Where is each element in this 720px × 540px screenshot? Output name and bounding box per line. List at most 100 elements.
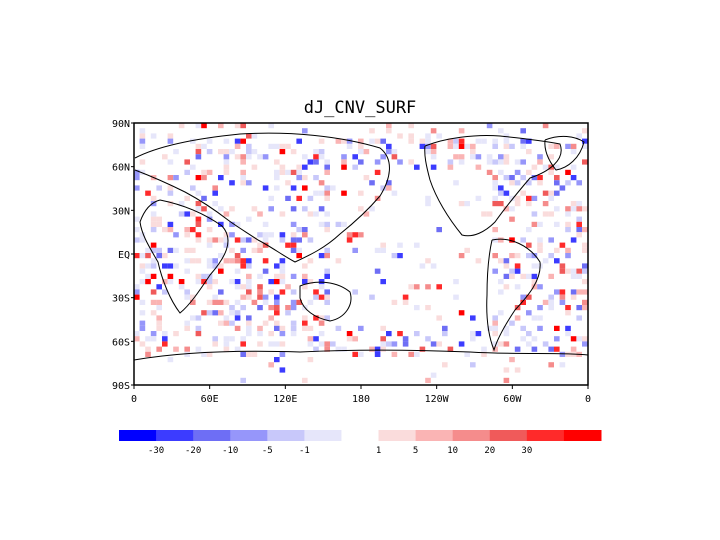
grid-cell: [173, 263, 179, 269]
grid-cell: [475, 154, 482, 160]
grid-cell: [509, 206, 515, 212]
grid-cell: [302, 315, 308, 321]
grid-cell: [526, 201, 532, 207]
data-cells: [134, 123, 588, 383]
grid-cell: [363, 211, 370, 217]
grid-cell: [268, 195, 274, 201]
grid-cell: [206, 351, 213, 357]
grid-cell: [296, 299, 302, 305]
grid-cell: [498, 258, 504, 264]
colorbar-label: -30: [148, 446, 164, 456]
grid-cell: [514, 284, 521, 290]
grid-cell: [352, 232, 358, 238]
grid-cell: [324, 227, 330, 233]
grid-cell: [430, 164, 437, 170]
grid-cell: [184, 325, 190, 331]
grid-cell: [554, 164, 560, 170]
grid-cell: [548, 143, 554, 149]
grid-cell: [279, 331, 286, 337]
grid-cell: [262, 185, 269, 191]
grid-cell: [324, 169, 330, 175]
grid-cell: [257, 247, 263, 253]
grid-cell: [503, 143, 510, 149]
grid-cell: [162, 336, 168, 342]
grid-cell: [290, 169, 297, 175]
grid-cell: [408, 138, 414, 144]
grid-cell: [565, 206, 571, 212]
grid-cell: [240, 351, 246, 357]
grid-cell: [341, 138, 347, 144]
grid-cell: [358, 351, 364, 357]
grid-cell: [582, 138, 588, 144]
grid-cell: [218, 149, 224, 155]
grid-cell: [274, 341, 280, 347]
grid-cell: [212, 258, 218, 264]
grid-cell: [150, 133, 157, 139]
grid-cell: [240, 123, 246, 129]
grid-cell: [458, 128, 465, 134]
grid-cell: [162, 289, 168, 295]
grid-cell: [257, 154, 263, 160]
grid-cell: [201, 310, 207, 316]
grid-cell: [150, 227, 157, 233]
grid-cell: [212, 294, 218, 300]
grid-cell: [162, 279, 168, 285]
grid-cell: [307, 195, 314, 201]
grid-cell: [134, 169, 140, 175]
grid-cell: [246, 351, 252, 357]
grid-cell: [565, 305, 571, 311]
grid-cell: [335, 346, 342, 352]
grid-cell: [313, 211, 319, 217]
grid-cell: [145, 273, 151, 279]
grid-cell: [576, 305, 582, 311]
grid-cell: [526, 294, 532, 300]
grid-cell: [257, 284, 263, 290]
grid-cell: [195, 279, 202, 285]
grid-cell: [290, 299, 297, 305]
grid-cell: [240, 180, 246, 186]
grid-cell: [184, 211, 190, 217]
grid-cell: [218, 320, 224, 326]
grid-cell: [240, 247, 246, 253]
grid-cell: [369, 138, 375, 144]
grid-cell: [240, 294, 246, 300]
grid-cell: [274, 279, 280, 285]
grid-cell: [531, 346, 538, 352]
grid-cell: [380, 185, 386, 191]
grid-cell: [290, 331, 297, 337]
grid-cell: [167, 227, 174, 233]
grid-cell: [296, 175, 302, 181]
grid-cell: [156, 221, 162, 227]
grid-cell: [313, 294, 319, 300]
grid-cell: [313, 289, 319, 295]
coastline-south-america: [486, 238, 541, 352]
grid-cell: [262, 154, 269, 160]
coastline-north-america: [424, 135, 562, 237]
grid-cell: [251, 149, 258, 155]
grid-cell: [218, 310, 224, 316]
grid-cell: [234, 268, 241, 274]
grid-cell: [576, 180, 582, 186]
grid-cell: [548, 211, 554, 217]
grid-cell: [548, 346, 554, 352]
grid-cell: [218, 175, 224, 181]
grid-cell: [290, 149, 297, 155]
grid-cell: [341, 346, 347, 352]
grid-cell: [206, 258, 213, 264]
grid-cell: [324, 346, 330, 352]
grid-cell: [162, 331, 168, 337]
colorbar-swatch: [193, 430, 231, 441]
grid-cell: [279, 325, 286, 331]
grid-cell: [257, 325, 263, 331]
grid-cell: [548, 299, 554, 305]
grid-cell: [251, 299, 258, 305]
grid-cell: [318, 154, 325, 160]
grid-cell: [492, 320, 498, 326]
grid-cell: [514, 195, 521, 201]
grid-cell: [234, 123, 241, 129]
colorbar-swatch: [230, 430, 268, 441]
grid-cell: [145, 346, 151, 352]
lat-tick-label: 60N: [112, 163, 130, 174]
grid-cell: [324, 164, 330, 170]
grid-cell: [234, 253, 241, 259]
